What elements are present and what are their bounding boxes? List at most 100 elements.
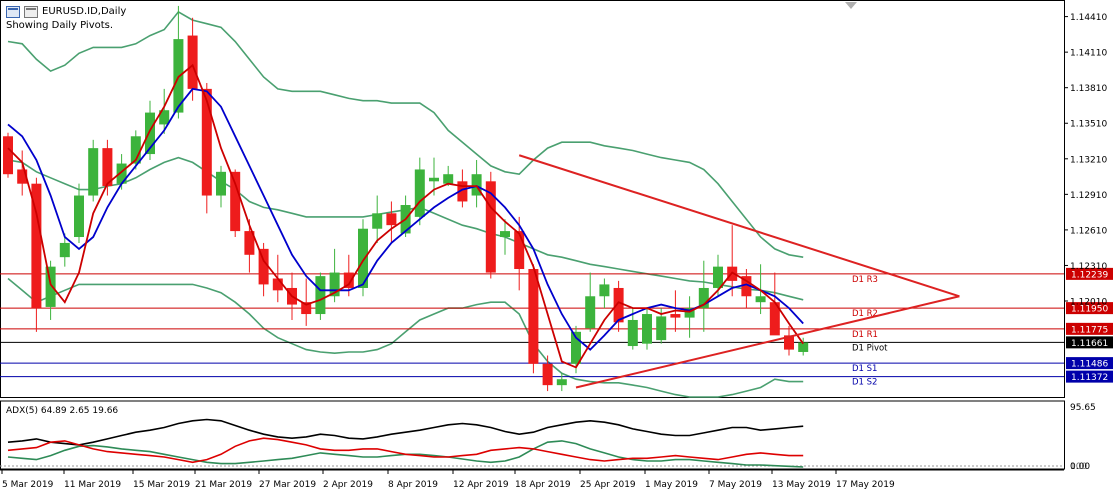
candle-body (31, 183, 42, 309)
chart-window-icon[interactable] (6, 6, 20, 18)
candle-body (571, 331, 581, 364)
tile-window-icon[interactable] (24, 6, 38, 18)
price-axis-label: 1.13210 (1070, 155, 1107, 165)
candle-body (372, 213, 383, 229)
candle-body (684, 308, 695, 318)
candle-body (627, 319, 638, 347)
candle-body (329, 272, 340, 297)
chart-header: EURUSD.ID,Daily Showing Daily Pivots. (6, 5, 126, 33)
candle-body (343, 272, 354, 288)
time-axis-label: 11 Mar 2019 (64, 480, 121, 490)
candle-body (514, 231, 525, 270)
price-tag: 1.11775 (1071, 325, 1108, 335)
candle-body (102, 148, 113, 187)
candle-body (3, 136, 13, 175)
time-axis-label: 5 Mar 2019 (2, 480, 54, 490)
price-axis-label: 1.12610 (1070, 226, 1107, 236)
candle-body (741, 276, 752, 297)
price-tag-bg (1066, 357, 1113, 370)
candle-body (116, 163, 127, 184)
ema-slow-line (7, 87, 804, 351)
chart-shift-marker (845, 2, 857, 9)
candle-body (698, 287, 709, 309)
pivot-label: D1 R2 (852, 309, 878, 319)
candle-body (358, 228, 368, 288)
pivot-label: D1 S2 (852, 378, 877, 388)
price-tag-bg (1066, 267, 1113, 280)
price-axis-label: 1.12310 (1070, 262, 1107, 272)
candle-body (642, 314, 652, 344)
indicator-pane-frame (0, 400, 1065, 470)
band-lower-line (7, 277, 804, 398)
price-tag-bg (1066, 302, 1113, 315)
candle-body (414, 169, 425, 217)
price-axis-label: 1.14410 (1070, 13, 1107, 23)
candle-body (769, 302, 780, 336)
time-axis-label: 2 Apr 2019 (323, 480, 373, 490)
candle-body (201, 88, 212, 196)
time-axis-label: 7 May 2019 (709, 480, 762, 490)
price-tag-bg (1066, 322, 1113, 335)
time-axis-label: 15 Mar 2019 (133, 480, 190, 490)
price-tag-bg (1066, 336, 1113, 349)
adx-title: ADX(5) 64.89 2.65 19.66 (6, 406, 118, 416)
trendline-0 (518, 154, 960, 298)
price-axis-label: 1.13510 (1070, 120, 1107, 130)
candle-body (88, 148, 99, 196)
time-axis-label: 17 May 2019 (836, 480, 895, 490)
price-tag: 1.11950 (1071, 305, 1108, 315)
adx-series-0 (7, 418, 804, 446)
adx-series-2 (7, 437, 804, 464)
candle-body (230, 171, 241, 232)
candle-body (713, 266, 723, 288)
time-axis-label: 8 Apr 2019 (388, 480, 438, 490)
candle-body (45, 266, 56, 307)
adx-axis-label: 100 (1070, 462, 1087, 472)
time-axis-label: 21 Mar 2019 (195, 480, 252, 490)
pivot-subtitle: Showing Daily Pivots. (6, 20, 114, 31)
time-axis-label: 18 Apr 2019 (515, 480, 571, 490)
price-tag: 1.11661 (1071, 339, 1108, 349)
candle-body (542, 363, 553, 386)
pivot-label: D1 R1 (852, 330, 878, 340)
candle-body (457, 181, 468, 202)
price-tag: 1.11372 (1071, 373, 1108, 383)
candle-body (471, 174, 482, 196)
candle-body (17, 169, 28, 184)
price-axis-label: 1.12010 (1070, 298, 1107, 308)
candle-body (599, 284, 610, 297)
adx-axis-label: 95.65 (1070, 403, 1096, 413)
candle-body (315, 276, 326, 315)
price-axis-label: 1.14110 (1070, 49, 1107, 59)
pivot-label: D1 Pivot (852, 343, 888, 353)
candle-body (585, 296, 596, 329)
time-axis-label: 25 Apr 2019 (580, 480, 636, 490)
candle-body (798, 342, 809, 352)
candle-body (656, 316, 667, 341)
candle-body (528, 269, 539, 364)
candle-body (74, 195, 84, 238)
candle-body (784, 335, 794, 350)
candle-body (429, 177, 439, 182)
pivot-label: D1 R3 (852, 275, 878, 285)
adx-axis-label: 0.00 (1070, 462, 1090, 472)
time-axis-label: 27 Mar 2019 (259, 480, 316, 490)
candle-body (556, 379, 567, 386)
candle-body (500, 231, 510, 238)
candle-body (145, 112, 155, 155)
main-pane-frame (0, 0, 1065, 398)
candle-body (301, 302, 312, 315)
candle-body (244, 231, 255, 255)
candle-body (187, 35, 198, 89)
candle-body (258, 248, 269, 285)
time-axis-label: 13 May 2019 (772, 480, 831, 490)
candle-body (386, 213, 397, 226)
candle-body (485, 181, 496, 273)
price-tag: 1.11486 (1071, 360, 1108, 370)
candle-body (755, 296, 766, 303)
candle-body (216, 171, 226, 196)
price-tag-bg (1066, 370, 1113, 383)
candle-body (613, 287, 624, 323)
candle-body (59, 242, 70, 258)
